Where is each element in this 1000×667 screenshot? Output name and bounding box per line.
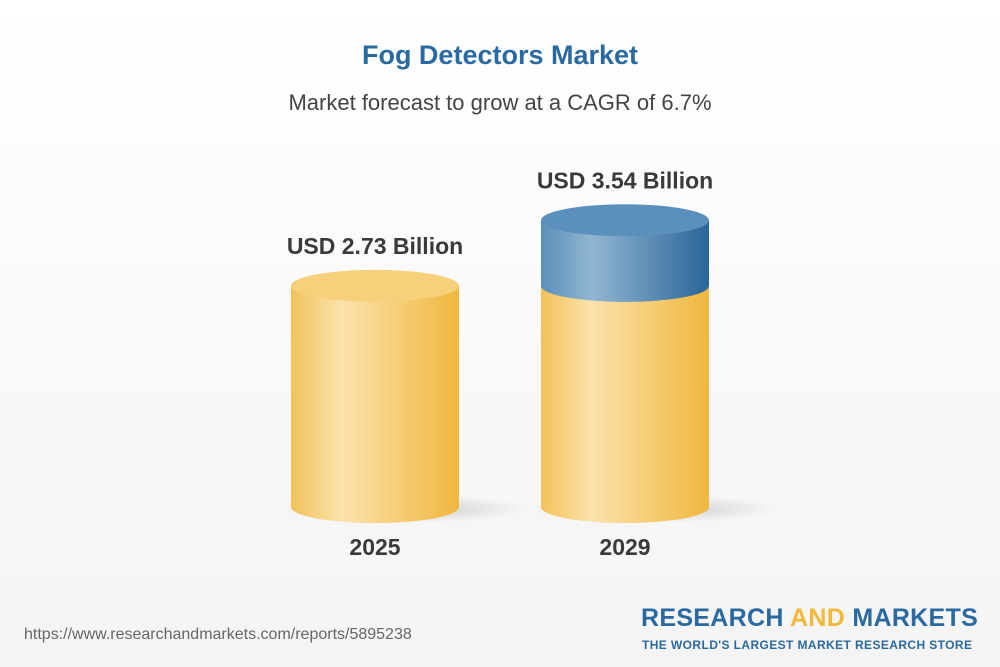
bar-top-2029 [541,204,709,237]
category-label: 2029 [599,534,650,560]
data-label: USD 3.54 Billion [537,167,713,193]
chart-title: Fog Detectors Market [361,40,639,70]
source-url[interactable]: https://www.researchandmarkets.com/repor… [24,626,412,643]
category-label: 2025 [349,534,400,560]
logo: RESEARCH AND MARKETS [641,604,979,632]
bar-body-2029 [541,285,709,523]
bar-growth-2029 [541,220,709,302]
bar-body-2025 [291,285,459,523]
bar-top-2025 [291,269,459,302]
chart-subtitle: Market forecast to grow at a CAGR of 6.7… [288,90,712,115]
logo-tagline: THE WORLD'S LARGEST MARKET RESEARCH STOR… [642,638,973,652]
data-label: USD 2.73 Billion [287,233,463,259]
